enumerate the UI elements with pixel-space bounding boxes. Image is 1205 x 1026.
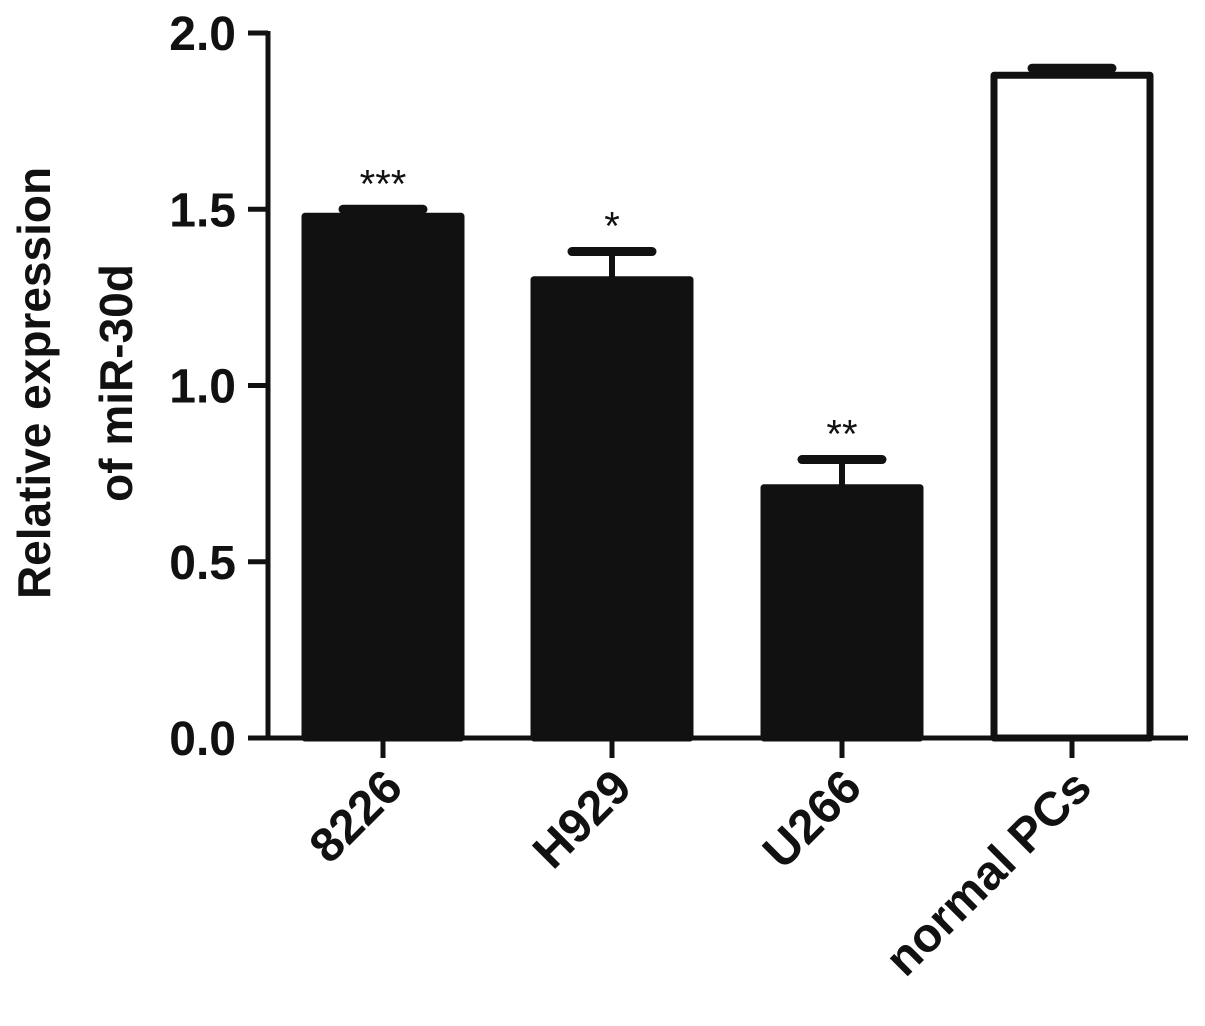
y-axis-label-line1: Relative expression	[8, 167, 60, 599]
bars: ******	[301, 63, 1154, 742]
bar-u266	[760, 484, 924, 742]
bar-h929	[530, 276, 694, 742]
bar-normal-pcs	[990, 71, 1154, 742]
y-axis-label-line2: of miR-30d	[90, 264, 142, 502]
significance-label: **	[826, 413, 857, 457]
x-tick-label: normal PCs	[876, 760, 1102, 986]
bar-8226	[301, 212, 465, 742]
y-tick-label: 0.0	[169, 713, 236, 766]
y-tick-label: 2.0	[169, 8, 236, 61]
x-tick-label: 8226	[300, 760, 413, 873]
y-tick-label: 0.5	[169, 537, 236, 590]
y-tick-label: 1.0	[169, 361, 236, 414]
significance-label: *	[604, 205, 620, 249]
x-tick-label: H929	[523, 760, 642, 879]
y-axis-label: Relative expression of miR-30d	[8, 167, 142, 599]
y-tick-label: 1.5	[169, 184, 236, 237]
x-tick-label: U266	[753, 760, 872, 879]
significance-label: ***	[360, 162, 407, 206]
